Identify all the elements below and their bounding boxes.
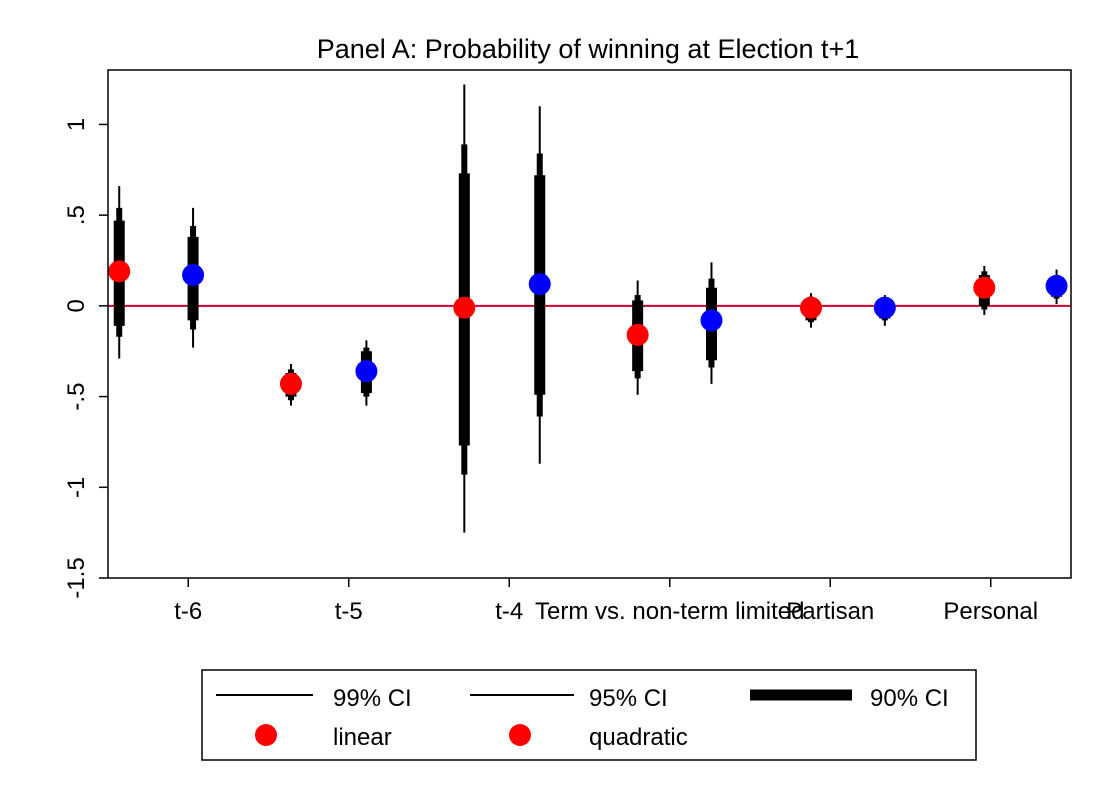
axis-layer: 1 .5 0 -.5 -1 -1.5 t-6 t-5 t-4 Term vs. non-term … xyxy=(63,69,1072,625)
x-tick-label: t-5 xyxy=(335,598,363,625)
chart-title: Panel A: Probability of winning at Elect… xyxy=(317,34,860,64)
linear-point xyxy=(453,296,476,319)
linear-point xyxy=(799,296,822,319)
legend-box xyxy=(201,669,977,761)
linear-point xyxy=(973,276,996,299)
x-tick-label: Term vs. non-term limited xyxy=(535,598,804,625)
x-tick-label: t-6 xyxy=(174,598,202,625)
quadratic-point xyxy=(1045,274,1068,297)
legend-ci90-label: 90% CI xyxy=(870,685,949,712)
x-tick-label: Personal xyxy=(943,598,1038,625)
linear-point xyxy=(626,323,649,346)
quadratic-point xyxy=(700,309,723,332)
linear-point xyxy=(279,372,302,395)
legend-linear-label: linear xyxy=(333,724,392,751)
y-tick-label: -1 xyxy=(63,477,90,498)
y-tick-label: 0 xyxy=(63,299,90,312)
x-tick-label: Partisan xyxy=(786,598,874,625)
y-tick-label: -.5 xyxy=(63,383,90,411)
legend-linear-marker xyxy=(255,724,277,746)
plot-layer xyxy=(108,84,1071,533)
quadratic-point xyxy=(355,360,378,383)
y-tick-label: -1.5 xyxy=(63,557,90,598)
y-tick-label: .5 xyxy=(63,205,90,225)
x-tick-label: t-4 xyxy=(495,598,523,625)
linear-point xyxy=(108,260,131,283)
legend-ci95-label: 95% CI xyxy=(589,685,668,712)
y-tick-label: 1 xyxy=(63,118,90,131)
quadratic-point xyxy=(182,264,205,287)
quadratic-point xyxy=(873,296,896,319)
legend-quadratic-label: quadratic xyxy=(589,724,688,751)
legend-quadratic-marker xyxy=(509,724,531,746)
plot-frame xyxy=(107,69,1072,579)
legend: 99% CI 95% CI 90% CI linear quadratic xyxy=(201,669,977,761)
quadratic-point xyxy=(528,273,551,296)
legend-ci99-label: 99% CI xyxy=(333,685,412,712)
